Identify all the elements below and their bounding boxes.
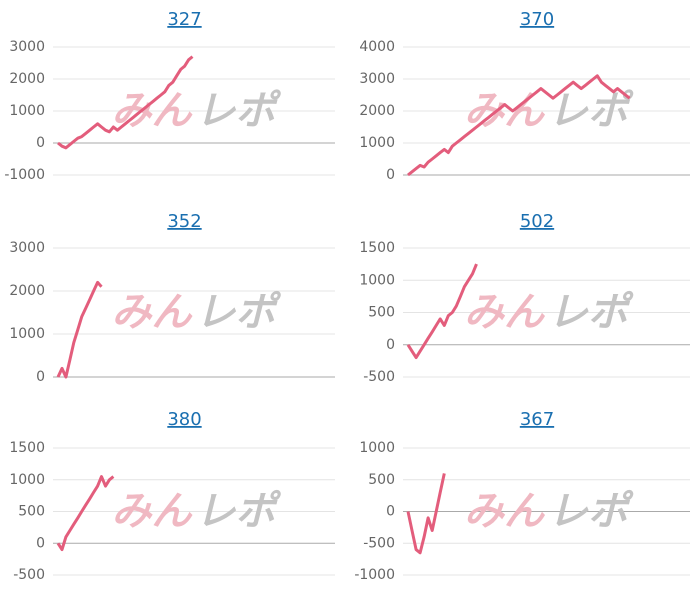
chart-title[interactable]: 502 — [520, 211, 554, 232]
y-tick-label: 1500 — [9, 440, 45, 456]
y-tick-label: 0 — [386, 167, 395, 183]
y-tick-label: -1000 — [354, 567, 395, 583]
data-line — [406, 473, 446, 555]
y-tick-label: 3000 — [9, 39, 45, 55]
data-line — [56, 280, 103, 379]
data-line — [406, 263, 478, 360]
y-tick-label: 1000 — [359, 440, 395, 456]
y-tick-label: 0 — [36, 369, 45, 385]
y-tick-label: 500 — [18, 504, 45, 520]
y-tick-label: 1000 — [359, 135, 395, 151]
chart-title[interactable]: 370 — [520, 9, 554, 30]
y-tick-label: -500 — [13, 567, 45, 583]
data-line — [407, 74, 631, 177]
y-tick-label: 4000 — [359, 39, 395, 55]
watermark-left: みん — [464, 290, 546, 336]
watermark-left: みん — [464, 489, 546, 535]
y-tick-label: 1000 — [359, 272, 395, 288]
watermark-left: みん — [112, 489, 194, 535]
watermark-right: レポ — [196, 88, 282, 134]
y-tick-label: -500 — [363, 369, 395, 385]
chart-title[interactable]: 327 — [167, 9, 201, 30]
watermark-left: みん — [112, 88, 194, 134]
y-tick-label: 3000 — [359, 71, 395, 87]
data-line — [56, 475, 115, 552]
y-tick-label: 2000 — [359, 103, 395, 119]
chart-title[interactable]: 367 — [520, 409, 554, 430]
y-tick-label: 1500 — [359, 240, 395, 256]
y-tick-label: 1000 — [9, 103, 45, 119]
y-tick-label: 0 — [36, 135, 45, 151]
y-tick-label: 2000 — [9, 71, 45, 87]
y-tick-label: 0 — [386, 337, 395, 353]
y-tick-label: 1000 — [9, 326, 45, 342]
chart-title[interactable]: 380 — [167, 409, 201, 430]
watermark-right: レポ — [196, 489, 282, 535]
y-tick-label: 0 — [36, 535, 45, 551]
watermark-left: みん — [112, 290, 194, 336]
watermark-right: レポ — [548, 290, 634, 336]
y-tick-label: -1000 — [4, 167, 45, 183]
y-tick-label: 1000 — [9, 472, 45, 488]
watermark-right: レポ — [548, 88, 634, 134]
y-tick-label: 2000 — [9, 283, 45, 299]
watermark-right: レポ — [548, 489, 634, 535]
y-tick-label: 500 — [368, 305, 395, 321]
data-line — [57, 55, 194, 150]
chart-title[interactable]: 352 — [167, 211, 201, 232]
y-tick-label: 3000 — [9, 240, 45, 256]
watermark-right: レポ — [196, 290, 282, 336]
y-tick-label: 500 — [368, 472, 395, 488]
y-tick-label: -500 — [363, 535, 395, 551]
y-tick-label: 0 — [386, 504, 395, 520]
